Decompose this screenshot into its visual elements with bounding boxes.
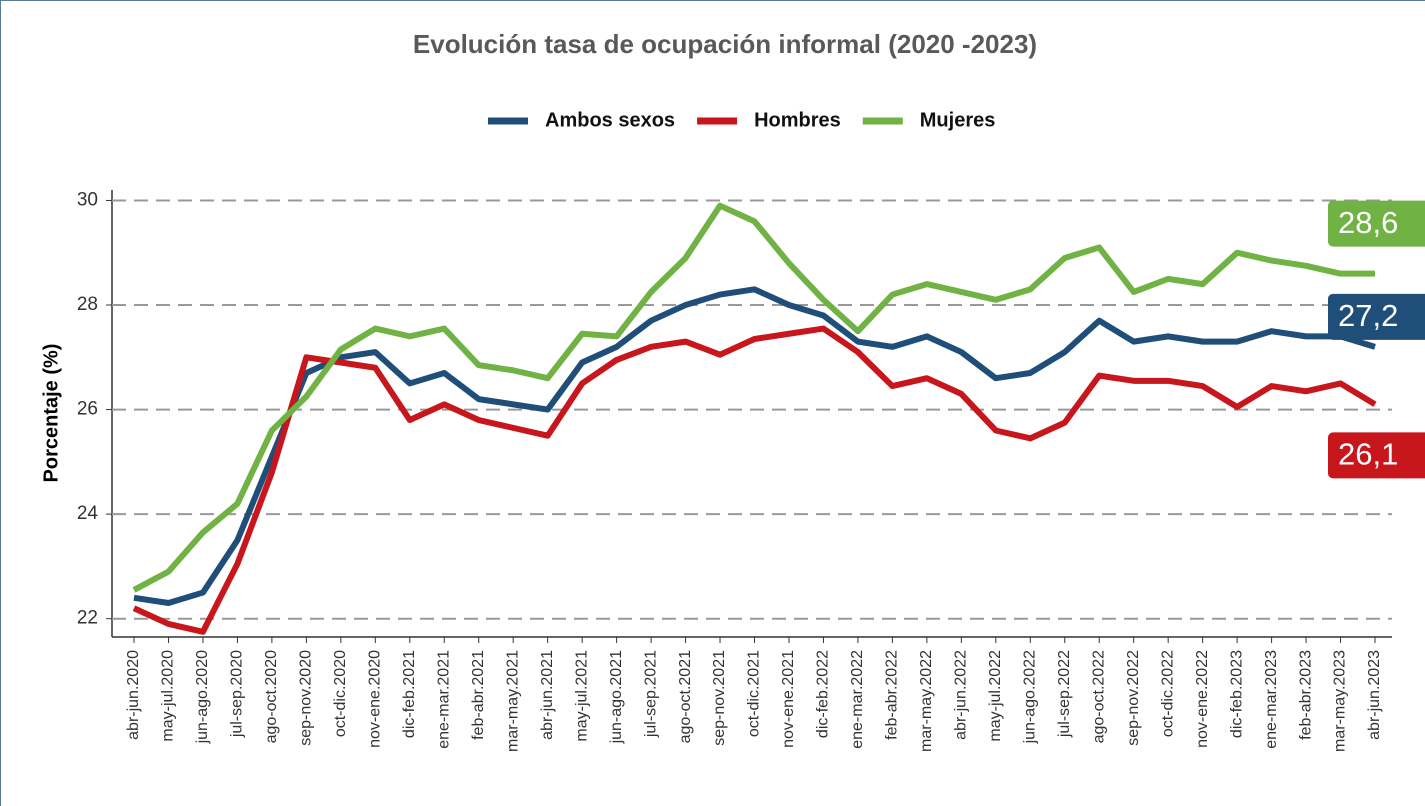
y-tick-label: 26 xyxy=(77,399,98,420)
x-tick-label: abr-jun.2023 xyxy=(1366,650,1383,740)
y-tick-label: 22 xyxy=(77,608,98,629)
x-tick-label: may-jul.2021 xyxy=(573,650,590,742)
x-tick-label: feb-abr.2021 xyxy=(470,650,487,740)
series-line xyxy=(132,202,1375,593)
y-tick-label: 24 xyxy=(77,503,99,524)
x-tick-label: may-jul.2022 xyxy=(987,650,1004,742)
chart-title: Evolución tasa de ocupación informal (20… xyxy=(413,29,1037,59)
legend-label: Mujeres xyxy=(920,109,996,131)
end-label-box xyxy=(1328,293,1425,340)
x-tick-label: ene-mar.2022 xyxy=(849,650,866,749)
y-axis-label: Porcentaje (%) xyxy=(40,344,62,483)
x-tick-label: dic-feb.2022 xyxy=(815,650,832,738)
series-line xyxy=(132,325,1377,635)
x-tick-label: oct-dic.2021 xyxy=(746,650,763,737)
x-tick-label: mar-may.2023 xyxy=(1332,650,1349,752)
x-tick-label: nov-ene.2022 xyxy=(1194,650,1211,748)
x-tick-label: dic-feb.2023 xyxy=(1228,650,1245,738)
x-tick-label: abr-jun.2021 xyxy=(539,650,556,740)
end-label: 27,2 xyxy=(1338,298,1398,333)
series-line xyxy=(133,286,1376,607)
x-tick-label: feb-abr.2023 xyxy=(1297,650,1314,740)
legend-label: Ambos sexos xyxy=(545,109,675,131)
y-tick-label: 30 xyxy=(77,189,98,210)
x-tick-label: nov-ene.2021 xyxy=(780,650,797,748)
x-tick-label: may-jul.2020 xyxy=(160,650,177,742)
x-tick-label: abr-jun.2020 xyxy=(125,650,142,740)
x-tick-label: nov-ene.2020 xyxy=(367,650,384,748)
y-tick-label: 28 xyxy=(77,294,98,315)
x-tick-label: abr-jun.2022 xyxy=(953,650,970,740)
x-tick-label: jun-ago.2022 xyxy=(1021,650,1038,745)
x-tick-label: dic-feb.2021 xyxy=(401,650,418,738)
x-tick-label: sep-nov.2022 xyxy=(1125,650,1142,746)
x-tick-label: mar-may.2022 xyxy=(918,650,935,752)
end-label-box xyxy=(1328,200,1425,247)
x-tick-label: oct-dic.2022 xyxy=(1159,650,1176,737)
x-tick-label: ene-mar.2023 xyxy=(1263,650,1280,749)
x-tick-label: mar-may.2021 xyxy=(504,650,521,752)
legend-label: Hombres xyxy=(754,109,841,131)
x-tick-label: ene-mar.2021 xyxy=(435,650,452,749)
x-tick-label: jul-sep.2021 xyxy=(642,650,659,738)
x-tick-label: sep-nov.2020 xyxy=(298,650,315,746)
x-tick-label: jul-sep.2020 xyxy=(229,650,246,738)
x-tick-label: sep-nov.2021 xyxy=(711,650,728,746)
x-tick-label: feb-abr.2022 xyxy=(884,650,901,740)
end-label: 26,1 xyxy=(1338,437,1398,472)
x-tick-label: oct-dic.2020 xyxy=(332,650,349,737)
x-tick-label: ago-oct.2022 xyxy=(1090,650,1107,744)
x-tick-label: ago-oct.2021 xyxy=(677,650,694,744)
end-label: 28,6 xyxy=(1338,205,1398,240)
x-tick-label: ago-oct.2020 xyxy=(263,650,280,744)
x-tick-label: jul-sep.2022 xyxy=(1056,650,1073,738)
x-tick-label: jun-ago.2021 xyxy=(608,650,625,745)
x-tick-label: jun-ago.2020 xyxy=(194,650,211,745)
end-label-box xyxy=(1328,432,1425,479)
